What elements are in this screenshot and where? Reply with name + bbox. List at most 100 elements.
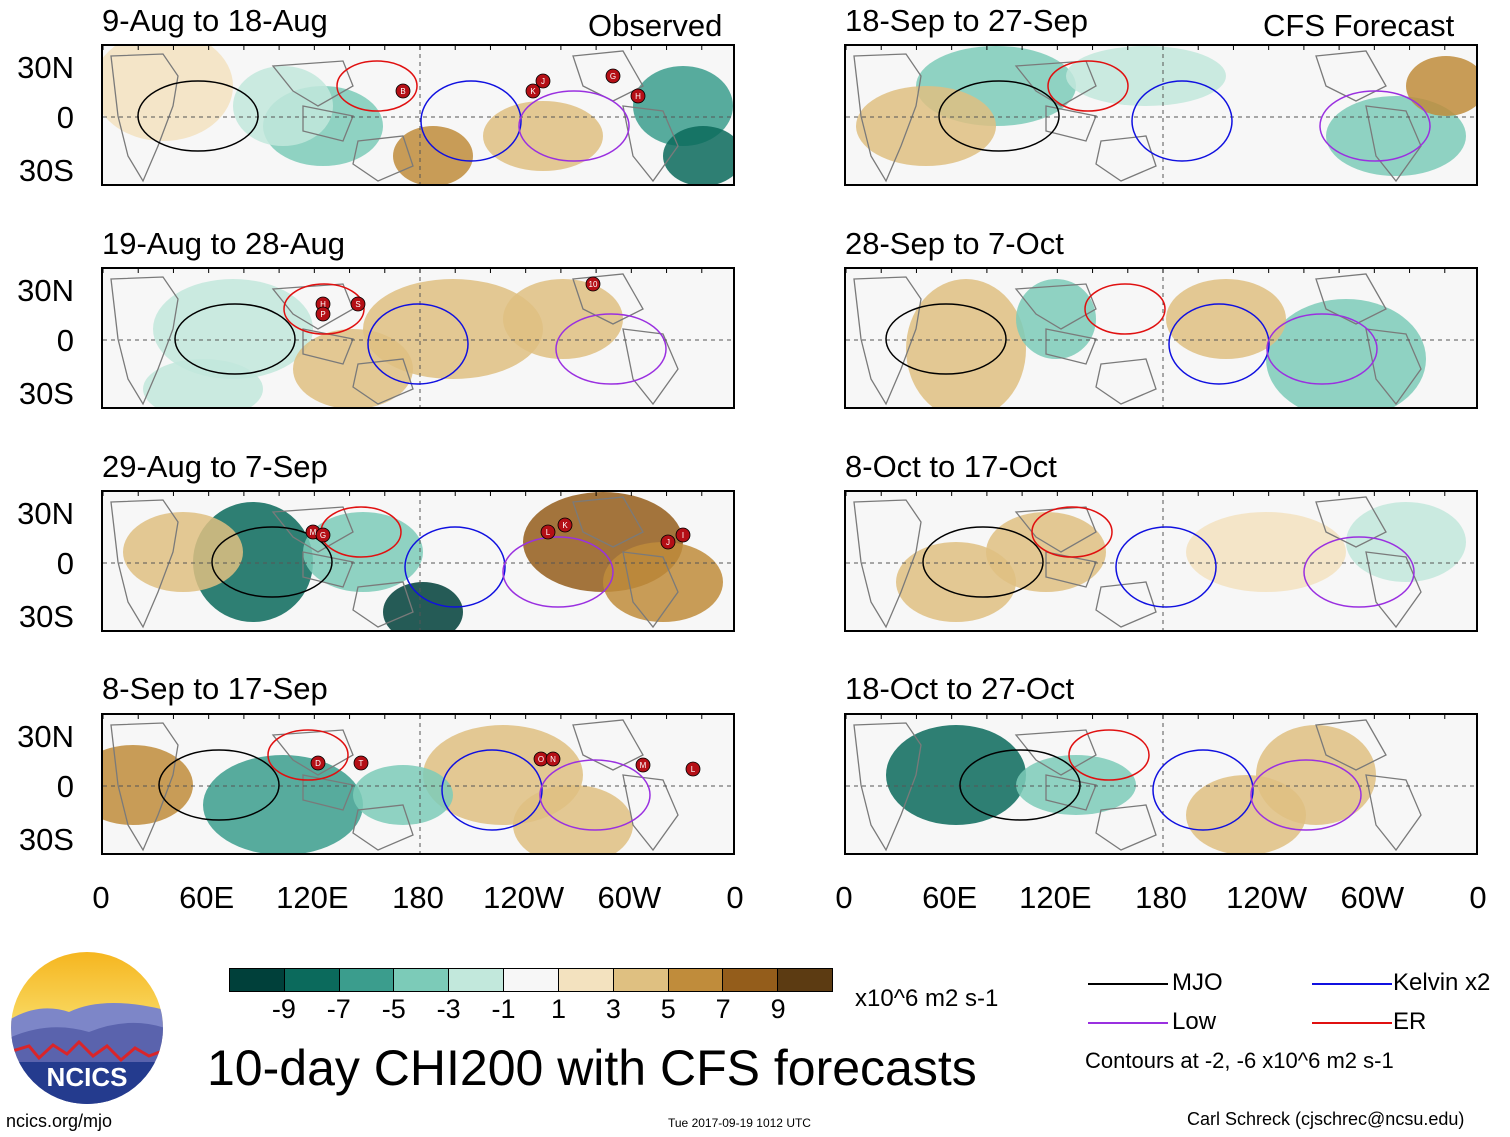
panel-title-fc-2: 28-Sep to 7-Oct <box>845 226 1064 261</box>
map-svg <box>846 715 1476 853</box>
legend-line-kelvin <box>1312 983 1392 985</box>
colorbar-swatch <box>723 969 779 991</box>
anomaly-blob <box>1166 279 1286 359</box>
svg-text:B: B <box>400 87 405 96</box>
contour-line <box>1152 749 1254 831</box>
coastline <box>110 53 179 183</box>
svg-text:K: K <box>562 521 568 530</box>
storm-marker: M <box>635 757 651 773</box>
storm-marker: K <box>525 83 541 99</box>
svg-text:D: D <box>315 759 321 768</box>
anomaly-blob <box>1186 512 1346 592</box>
lat-label: 0 <box>56 323 74 358</box>
anomaly-blob <box>303 512 423 592</box>
coastline <box>1365 551 1422 629</box>
colorbar-swatch <box>778 969 832 991</box>
coastline <box>1014 283 1097 330</box>
map-svg: M G L K J I <box>103 492 733 630</box>
lat-label: 30S <box>18 376 74 411</box>
lon-label: 60E <box>179 880 235 915</box>
footer-timestamp: Tue 2017-09-19 1012 UTC <box>668 1116 811 1130</box>
colorbar-tick-label: -5 <box>381 994 406 1024</box>
map-panel-forecast-1 <box>844 44 1478 186</box>
footer-url[interactable]: ncics.org/mjo <box>6 1111 113 1131</box>
coastline <box>271 60 354 107</box>
panel-title-obs-1: 9-Aug to 18-Aug <box>102 3 328 38</box>
lon-label: 60E <box>922 880 978 915</box>
lon-label: 120W <box>1226 880 1308 915</box>
anomaly-blob <box>1326 96 1466 176</box>
colorbar-units: x10^6 m2 s-1 <box>855 985 999 1012</box>
svg-text:I: I <box>682 531 684 540</box>
ncics-logo: NCICS <box>9 950 165 1106</box>
coastline <box>1045 551 1097 588</box>
map-svg <box>846 492 1476 630</box>
coastline <box>853 499 922 629</box>
lat-label: 30N <box>17 719 74 754</box>
contour-line <box>885 303 1007 375</box>
lon-label: 60W <box>1340 880 1405 915</box>
storm-marker: D <box>310 755 326 771</box>
lon-label: 0 <box>92 880 110 915</box>
coastline <box>622 328 679 406</box>
contour-line <box>137 80 259 152</box>
colorbar-tick-label: 3 <box>605 994 621 1024</box>
anomaly-blob <box>1406 56 1476 116</box>
colorbar <box>229 968 833 992</box>
coastline <box>352 358 414 405</box>
coastline <box>271 729 354 776</box>
colorbar-tick-label: -7 <box>326 994 351 1024</box>
map-svg: HP S 10 <box>103 269 733 407</box>
contour-line <box>283 283 365 335</box>
storm-marker: L <box>540 524 556 540</box>
colorbar-tick-label: -3 <box>436 994 461 1024</box>
lon-label: 180 <box>1135 880 1187 915</box>
svg-text:J: J <box>666 538 670 547</box>
anomaly-blob <box>153 279 313 379</box>
svg-text:L: L <box>546 528 551 537</box>
contour-line <box>404 526 506 608</box>
anomaly-blob <box>1266 299 1426 407</box>
coastline <box>572 719 644 771</box>
anomaly-blob <box>293 329 413 407</box>
storm-marker: G <box>315 527 331 543</box>
coastline <box>1365 774 1422 852</box>
coastline <box>352 581 414 628</box>
svg-text:T: T <box>359 759 364 768</box>
colorbar-swatch <box>449 969 505 991</box>
anomaly-blob <box>1016 279 1096 359</box>
colorbar-swatch <box>668 969 724 991</box>
storm-marker: K <box>557 517 573 533</box>
anomaly-blob <box>393 126 473 184</box>
legend-line-er <box>1312 1022 1392 1024</box>
contour-line <box>211 526 333 598</box>
svg-text:O: O <box>538 755 544 764</box>
contour-line <box>1319 90 1431 162</box>
coastline <box>1315 496 1387 548</box>
panel-title-obs-2: 19-Aug to 28-Aug <box>102 226 346 261</box>
coastline <box>572 50 644 102</box>
coastline <box>622 774 679 852</box>
logo-text: NCICS <box>47 1062 128 1092</box>
storm-marker: N <box>545 751 561 767</box>
anomaly-blob <box>1066 46 1226 106</box>
anomaly-blob <box>1346 502 1466 582</box>
svg-text:10: 10 <box>589 280 598 289</box>
svg-text:N: N <box>550 755 556 764</box>
lon-label: 120E <box>1019 880 1092 915</box>
lat-label: 30N <box>17 496 74 531</box>
svg-text:M: M <box>310 528 317 537</box>
contour-line <box>367 303 469 385</box>
contour-line <box>1131 80 1233 162</box>
coastline <box>1045 105 1097 142</box>
storm-marker: 10 <box>585 276 601 292</box>
contour-line <box>420 80 522 162</box>
storm-marker: I <box>675 527 691 543</box>
coastline <box>110 499 179 629</box>
svg-text:H: H <box>635 92 641 101</box>
svg-text:K: K <box>530 87 536 96</box>
panel-title-fc-3: 8-Oct to 17-Oct <box>845 449 1057 484</box>
map-svg: D T O N M L <box>103 715 733 853</box>
map-panel-forecast-2 <box>844 267 1478 409</box>
